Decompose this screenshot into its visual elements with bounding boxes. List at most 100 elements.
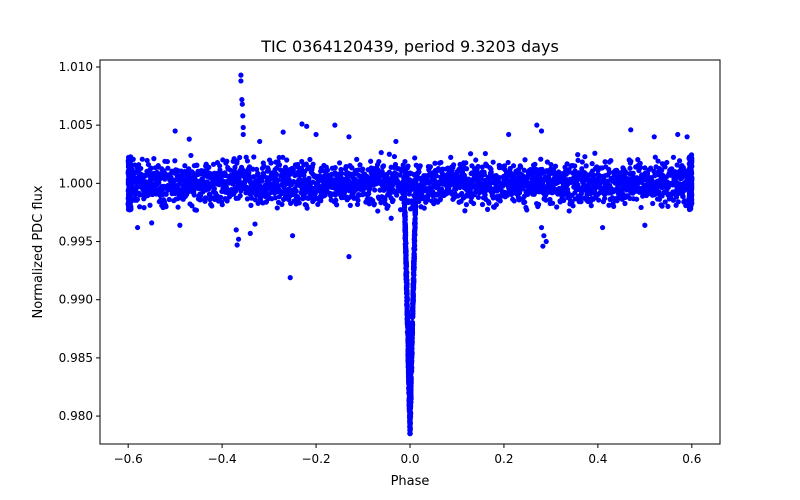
data-point bbox=[532, 161, 538, 167]
data-point bbox=[570, 203, 576, 209]
data-point bbox=[686, 200, 693, 206]
data-point bbox=[407, 424, 413, 431]
data-point bbox=[622, 200, 628, 207]
data-point bbox=[265, 166, 271, 172]
data-point bbox=[296, 200, 302, 206]
data-point bbox=[413, 172, 419, 178]
data-point bbox=[588, 203, 594, 209]
data-point bbox=[172, 158, 178, 164]
data-point bbox=[479, 164, 485, 170]
data-point bbox=[279, 201, 285, 207]
y-tick-label: 0.985 bbox=[59, 351, 93, 365]
data-point bbox=[346, 134, 352, 140]
data-point bbox=[575, 182, 581, 188]
data-point bbox=[404, 283, 410, 289]
data-point bbox=[482, 192, 488, 198]
data-point bbox=[279, 168, 285, 174]
data-point bbox=[575, 152, 581, 158]
data-point bbox=[134, 224, 141, 231]
data-point bbox=[333, 197, 339, 203]
data-point bbox=[463, 160, 469, 166]
data-point bbox=[404, 269, 410, 275]
data-point bbox=[402, 212, 408, 218]
data-point bbox=[132, 192, 138, 198]
x-tick-label: 0.4 bbox=[588, 452, 607, 466]
data-point bbox=[406, 372, 412, 379]
data-point bbox=[193, 207, 200, 213]
data-point bbox=[650, 200, 656, 207]
data-point bbox=[310, 161, 316, 167]
data-point bbox=[349, 165, 355, 171]
data-point bbox=[147, 202, 153, 208]
data-point bbox=[188, 152, 194, 159]
data-point bbox=[276, 162, 283, 168]
y-tick-label: 1.005 bbox=[59, 118, 93, 132]
data-point bbox=[127, 154, 133, 160]
data-point bbox=[252, 221, 258, 227]
data-point bbox=[234, 242, 240, 248]
data-point bbox=[412, 243, 418, 249]
data-point bbox=[238, 78, 244, 84]
data-point bbox=[546, 175, 552, 181]
x-tick-label: −0.2 bbox=[301, 452, 330, 466]
data-point bbox=[380, 163, 387, 169]
data-point bbox=[332, 170, 338, 176]
data-point bbox=[260, 171, 267, 177]
data-point bbox=[202, 195, 209, 201]
data-point bbox=[525, 191, 531, 197]
data-point bbox=[405, 325, 411, 331]
data-point bbox=[662, 199, 668, 205]
data-point bbox=[347, 202, 353, 208]
data-point bbox=[475, 194, 482, 201]
data-point bbox=[259, 178, 265, 184]
data-point bbox=[548, 161, 554, 168]
data-point bbox=[473, 157, 479, 163]
data-point bbox=[402, 208, 408, 214]
data-point bbox=[659, 167, 665, 173]
x-axis: −0.6 −0.4 −0.2 0.0 0.2 0.4 0.6 bbox=[114, 444, 701, 466]
data-point bbox=[561, 197, 567, 203]
data-point bbox=[274, 205, 280, 211]
data-point bbox=[227, 167, 233, 173]
data-point bbox=[462, 208, 468, 214]
data-point bbox=[197, 197, 203, 203]
data-point bbox=[324, 167, 331, 173]
data-point bbox=[402, 158, 408, 165]
data-point bbox=[409, 338, 415, 344]
data-point bbox=[126, 192, 132, 198]
data-point bbox=[637, 164, 644, 171]
data-point bbox=[390, 197, 396, 203]
data-point bbox=[291, 178, 297, 185]
data-point bbox=[409, 327, 416, 333]
data-point bbox=[339, 170, 345, 177]
data-point bbox=[596, 197, 602, 203]
x-tick-label: −0.6 bbox=[114, 452, 143, 466]
data-point bbox=[541, 233, 547, 239]
data-point bbox=[575, 157, 581, 163]
data-point bbox=[237, 193, 243, 199]
data-point bbox=[682, 198, 688, 204]
data-point bbox=[643, 192, 649, 199]
data-point bbox=[284, 157, 290, 163]
data-point bbox=[433, 173, 440, 179]
data-point bbox=[304, 205, 310, 211]
data-point bbox=[155, 163, 161, 169]
data-point bbox=[463, 202, 470, 208]
data-point bbox=[250, 166, 256, 172]
data-point bbox=[421, 205, 427, 211]
data-point bbox=[257, 138, 263, 145]
data-point bbox=[224, 198, 230, 204]
data-point bbox=[194, 162, 200, 168]
data-point bbox=[534, 122, 540, 128]
data-point bbox=[435, 166, 442, 172]
data-point bbox=[239, 96, 245, 103]
data-point bbox=[233, 227, 239, 233]
data-point bbox=[579, 166, 585, 172]
data-point bbox=[371, 201, 377, 207]
data-point bbox=[243, 178, 249, 184]
x-tick-label: −0.4 bbox=[208, 452, 237, 466]
data-point bbox=[411, 251, 417, 257]
y-tick-label: 0.995 bbox=[59, 235, 93, 249]
data-point bbox=[394, 192, 400, 198]
data-point bbox=[401, 182, 407, 188]
